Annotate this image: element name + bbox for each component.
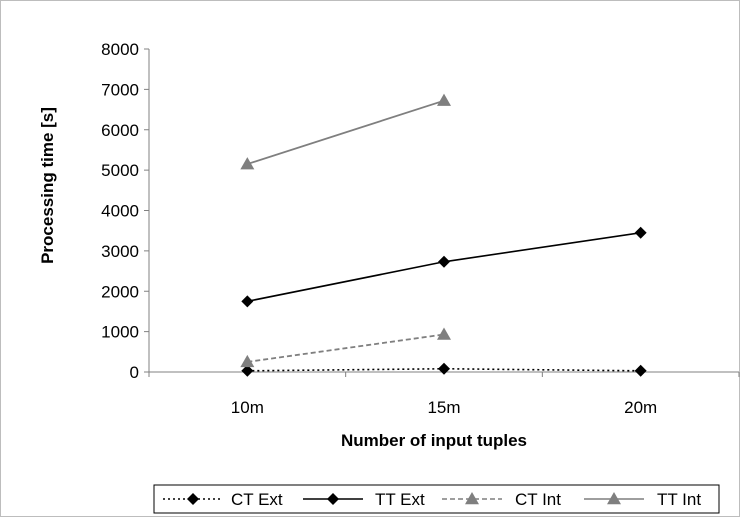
y-axis-title: Processing time [s] bbox=[38, 107, 57, 264]
y-tick-label: 4000 bbox=[101, 202, 139, 221]
series-ct-ext bbox=[241, 362, 647, 377]
x-tick-label: 10m bbox=[231, 398, 264, 417]
legend: CT Ext TT Ext CT Int TT Int bbox=[153, 484, 720, 514]
series-layer bbox=[240, 93, 647, 377]
y-tick-label: 3000 bbox=[101, 242, 139, 261]
series-tt-int bbox=[240, 93, 451, 170]
legend-label: CT Int bbox=[515, 490, 561, 509]
legend-marker bbox=[187, 493, 199, 505]
data-point bbox=[241, 364, 254, 377]
legend-label: TT Int bbox=[657, 490, 701, 509]
data-point bbox=[438, 255, 450, 268]
data-point bbox=[438, 362, 450, 375]
x-axis-title: Number of input tuples bbox=[341, 431, 527, 450]
y-tick-label: 5000 bbox=[101, 161, 139, 180]
y-tick-label: 8000 bbox=[101, 40, 139, 59]
data-point bbox=[240, 354, 255, 368]
series-line bbox=[247, 99, 445, 165]
legend-marker bbox=[465, 492, 479, 505]
legend-label: CT Ext bbox=[231, 490, 283, 509]
x-tick-label: 20m bbox=[624, 398, 657, 417]
y-tick-label: 0 bbox=[130, 363, 139, 382]
data-point bbox=[241, 295, 254, 308]
data-point bbox=[437, 93, 451, 106]
axes: 0 1000 2000 3000 4000 5000 6000 7000 8000 10m 15m 2… bbox=[38, 40, 740, 450]
x-tick-label: 15m bbox=[427, 398, 460, 417]
series-line bbox=[247, 333, 445, 363]
y-tick-label: 2000 bbox=[101, 282, 139, 301]
data-point bbox=[240, 157, 255, 170]
y-tick-label: 7000 bbox=[101, 80, 139, 99]
series-ct-int bbox=[240, 327, 451, 368]
data-point bbox=[437, 327, 451, 340]
y-tick-label: 6000 bbox=[101, 121, 139, 140]
data-point bbox=[634, 364, 647, 377]
series-tt-ext bbox=[241, 226, 647, 308]
y-tick-label: 1000 bbox=[101, 323, 139, 342]
data-point bbox=[634, 226, 647, 239]
legend-marker bbox=[607, 492, 621, 505]
legend-marker bbox=[327, 493, 339, 505]
legend-label: TT Ext bbox=[375, 490, 425, 509]
